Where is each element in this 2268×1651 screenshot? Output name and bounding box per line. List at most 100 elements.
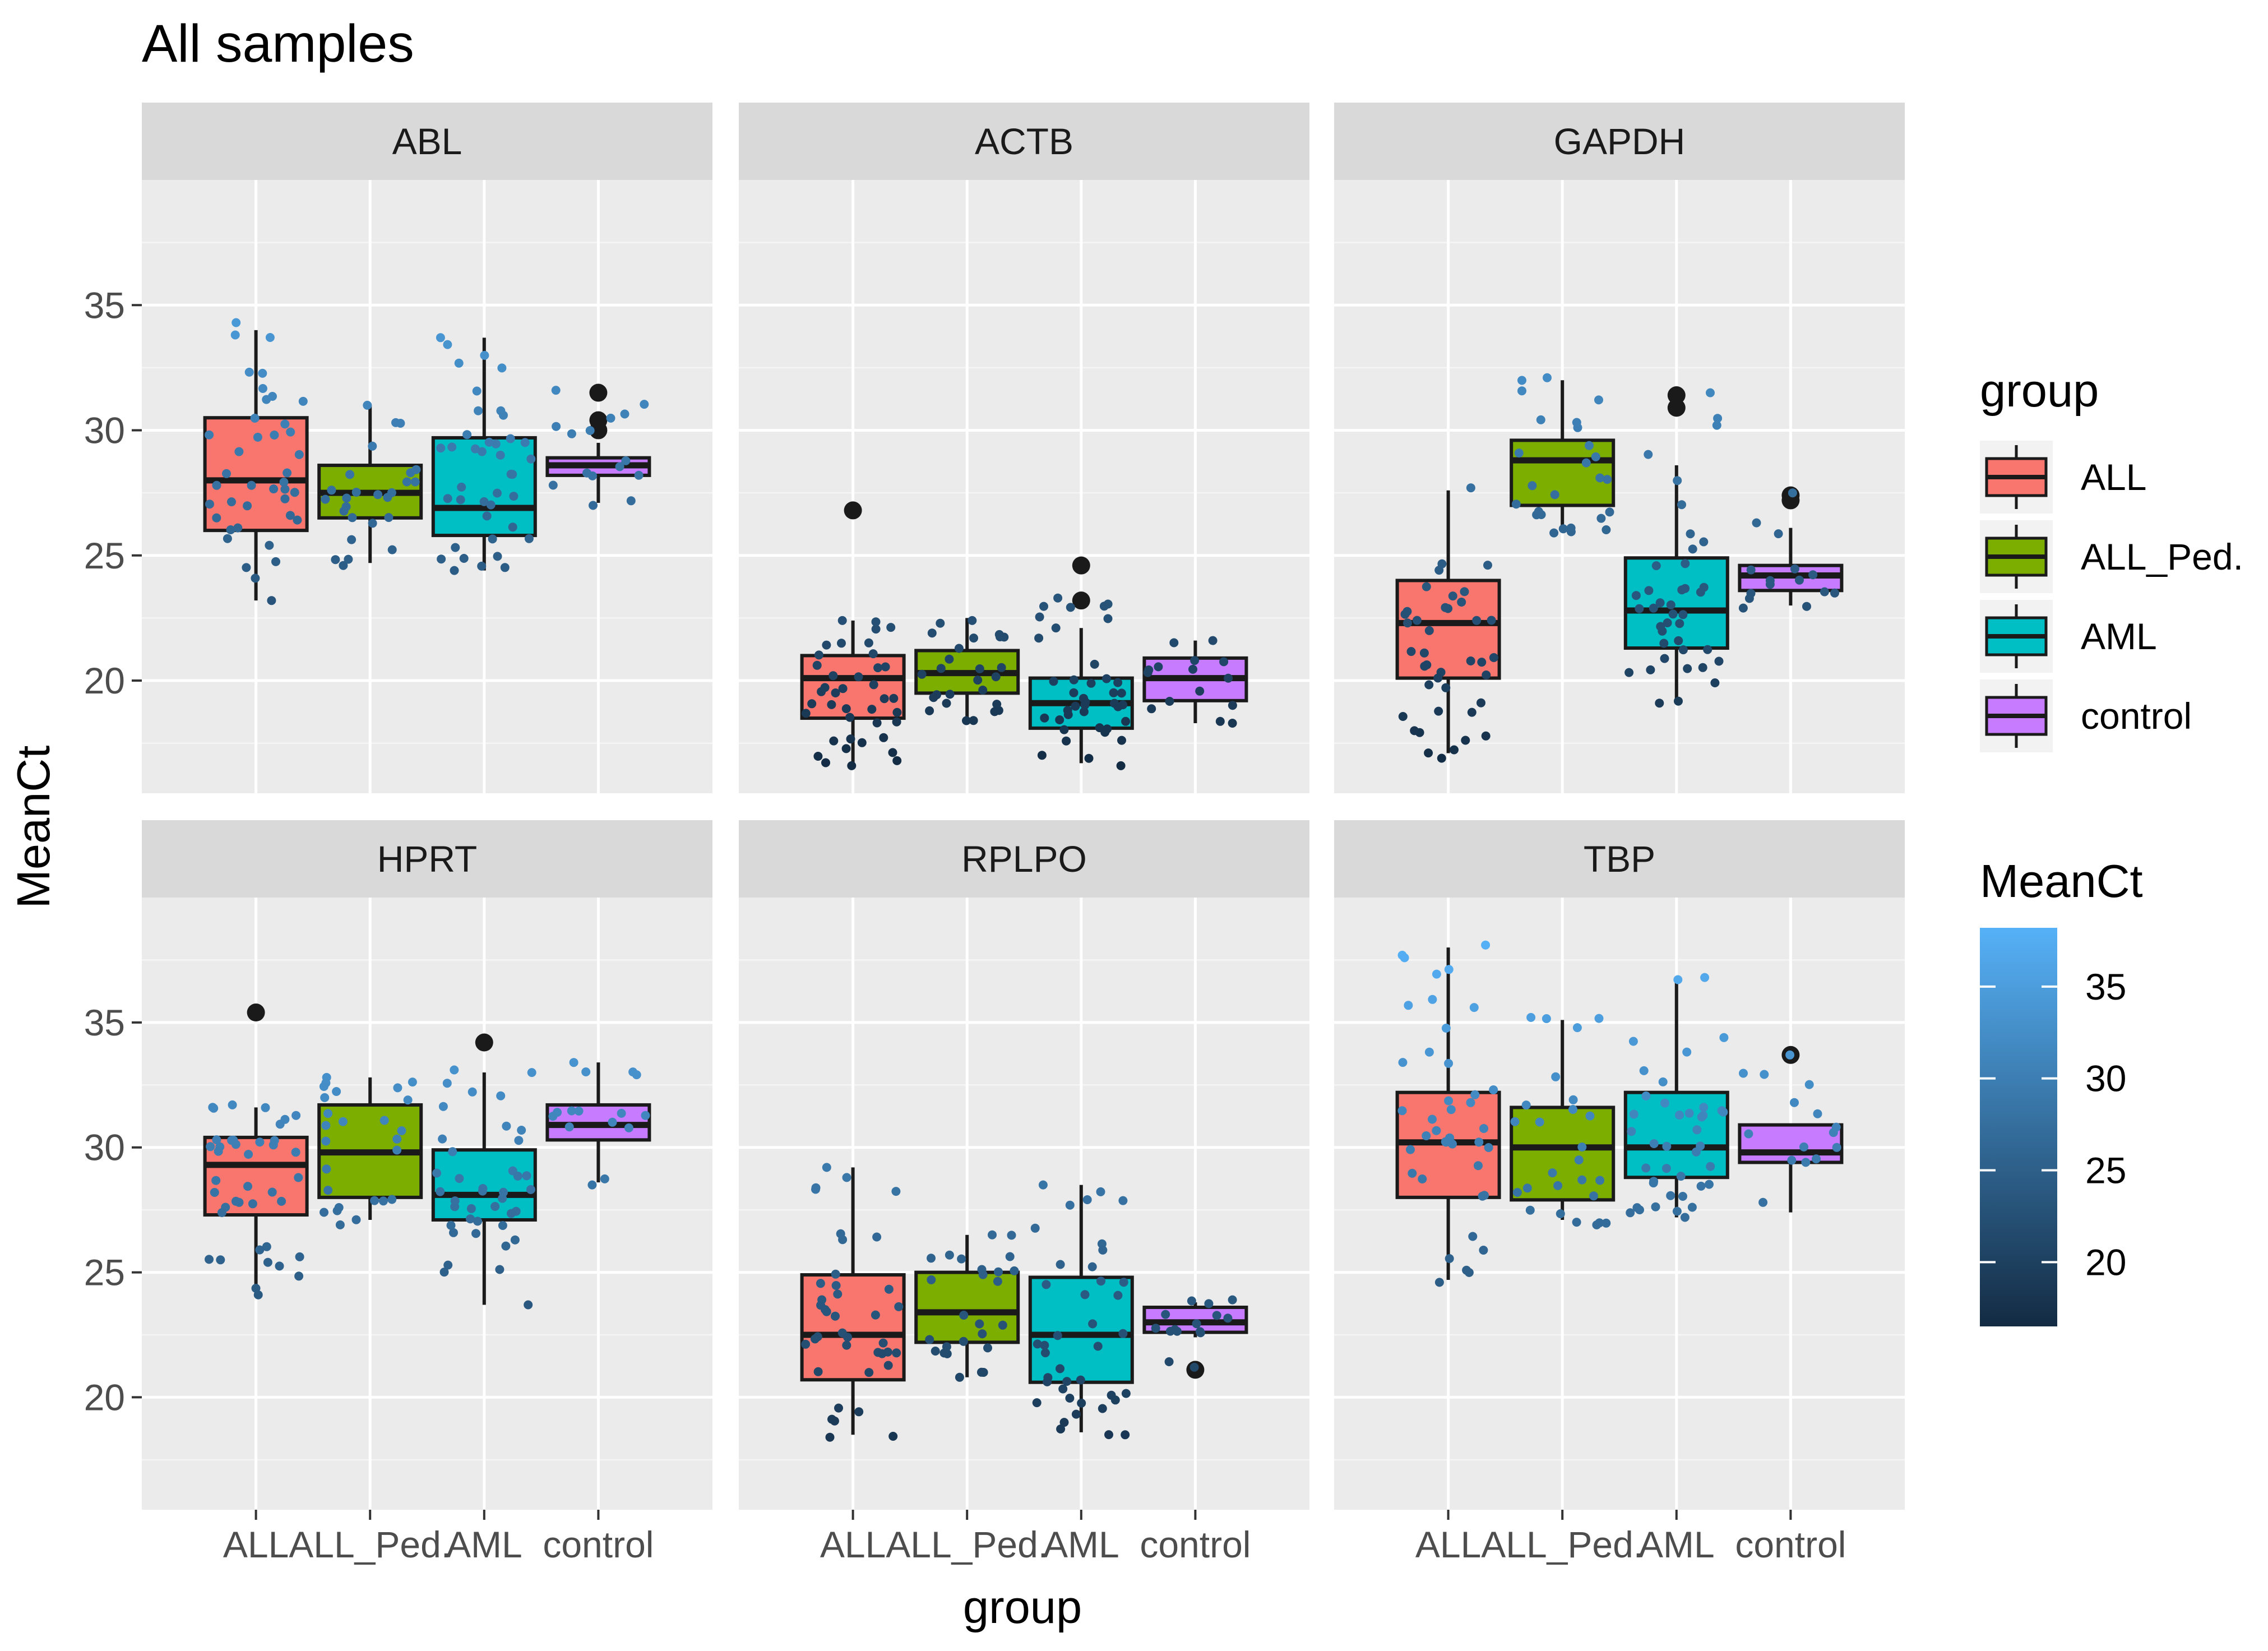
- sample-point: [801, 1339, 811, 1349]
- sample-point: [857, 738, 867, 747]
- sample-point: [1644, 586, 1654, 595]
- sample-point: [379, 1116, 389, 1125]
- sample-point: [936, 664, 946, 673]
- x-tick-label: AML: [446, 1524, 522, 1565]
- sample-point: [347, 535, 357, 544]
- sample-point: [327, 485, 336, 495]
- sample-point: [338, 1117, 348, 1126]
- sample-point: [1437, 753, 1446, 763]
- sample-point: [1172, 1326, 1182, 1336]
- sample-point: [945, 1250, 954, 1260]
- sample-point: [1830, 588, 1839, 598]
- sample-point: [617, 1108, 626, 1118]
- sample-point: [1703, 645, 1712, 654]
- sample-point: [267, 1187, 277, 1197]
- sample-point: [1511, 500, 1521, 509]
- sample-point: [432, 1168, 442, 1178]
- sample-point: [248, 1199, 257, 1209]
- sample-point: [1466, 656, 1475, 665]
- sample-point: [251, 1284, 261, 1293]
- sample-point: [1228, 719, 1237, 728]
- sample-point: [1095, 723, 1104, 733]
- outlier-point: [247, 1003, 265, 1022]
- sample-point: [277, 1196, 286, 1206]
- sample-point: [1649, 1139, 1659, 1148]
- sample-point: [448, 1147, 457, 1157]
- sample-point: [892, 717, 901, 727]
- panel-background: [1334, 180, 1905, 793]
- sample-point: [1713, 414, 1723, 423]
- sample-point: [1398, 712, 1408, 721]
- sample-point: [1522, 1183, 1532, 1193]
- sample-point: [265, 540, 274, 550]
- sample-point: [493, 552, 502, 561]
- sample-point: [1651, 561, 1661, 571]
- sample-point: [1585, 1111, 1595, 1121]
- sample-point: [945, 654, 954, 664]
- sample-point: [341, 502, 351, 511]
- facet-strip: [1334, 820, 1905, 898]
- sample-point: [1644, 450, 1653, 459]
- sample-point: [1080, 700, 1090, 710]
- sample-point: [438, 1102, 448, 1111]
- sample-point: [1655, 598, 1665, 608]
- box-control: [1738, 486, 1844, 613]
- box-control: [1738, 1046, 1844, 1213]
- sample-point: [871, 617, 881, 627]
- sample-point: [271, 557, 280, 566]
- sample-point: [841, 704, 851, 714]
- sample-point: [1224, 673, 1233, 683]
- iqr-box: [1510, 438, 1616, 507]
- sample-point: [500, 563, 510, 572]
- sample-point: [831, 688, 840, 697]
- facet-strip-label: ABL: [392, 121, 462, 162]
- sample-point: [1406, 647, 1416, 656]
- sample-point: [1080, 1290, 1090, 1299]
- sample-point: [1514, 448, 1524, 458]
- sample-point: [886, 623, 896, 632]
- sample-point: [847, 761, 857, 770]
- sample-point: [1832, 1143, 1841, 1152]
- sample-point: [867, 705, 877, 714]
- sample-point: [251, 574, 260, 583]
- sample-point: [1746, 589, 1756, 598]
- sample-point: [211, 1176, 221, 1185]
- box-aml: [1623, 973, 1729, 1222]
- sample-point: [871, 625, 881, 634]
- sample-point: [969, 716, 978, 725]
- sample-point: [1691, 1147, 1701, 1157]
- sample-point: [486, 500, 496, 510]
- sample-point: [945, 690, 955, 699]
- sample-point: [514, 1136, 524, 1145]
- sample-point: [1627, 1127, 1636, 1136]
- box-all: [800, 501, 906, 770]
- sample-point: [493, 488, 502, 498]
- sample-point: [1110, 1395, 1120, 1405]
- sample-point: [1566, 523, 1576, 533]
- sample-point: [1117, 688, 1126, 698]
- sample-point: [831, 1311, 840, 1321]
- sample-point: [1143, 668, 1152, 677]
- sample-point: [1605, 507, 1614, 517]
- sample-point: [1040, 1340, 1049, 1350]
- box-aml: [1028, 556, 1134, 770]
- sample-point: [206, 1142, 215, 1151]
- sample-point: [954, 644, 964, 653]
- sample-point: [232, 318, 241, 327]
- sample-point: [842, 1173, 851, 1182]
- sample-point: [821, 758, 830, 767]
- sample-point: [1787, 1155, 1797, 1165]
- sample-point: [1432, 969, 1441, 979]
- sample-point: [262, 1242, 271, 1251]
- sample-point: [482, 511, 492, 521]
- sample-point: [526, 1185, 535, 1194]
- sample-point: [1710, 678, 1720, 687]
- sample-point: [606, 413, 615, 423]
- sample-point: [498, 1221, 507, 1230]
- sample-point: [1795, 575, 1804, 585]
- sample-point: [1595, 473, 1605, 483]
- sample-point: [1043, 1377, 1052, 1386]
- facet-strip-label: TBP: [1584, 838, 1655, 880]
- sample-point: [1535, 1117, 1544, 1127]
- sample-point: [320, 1093, 330, 1102]
